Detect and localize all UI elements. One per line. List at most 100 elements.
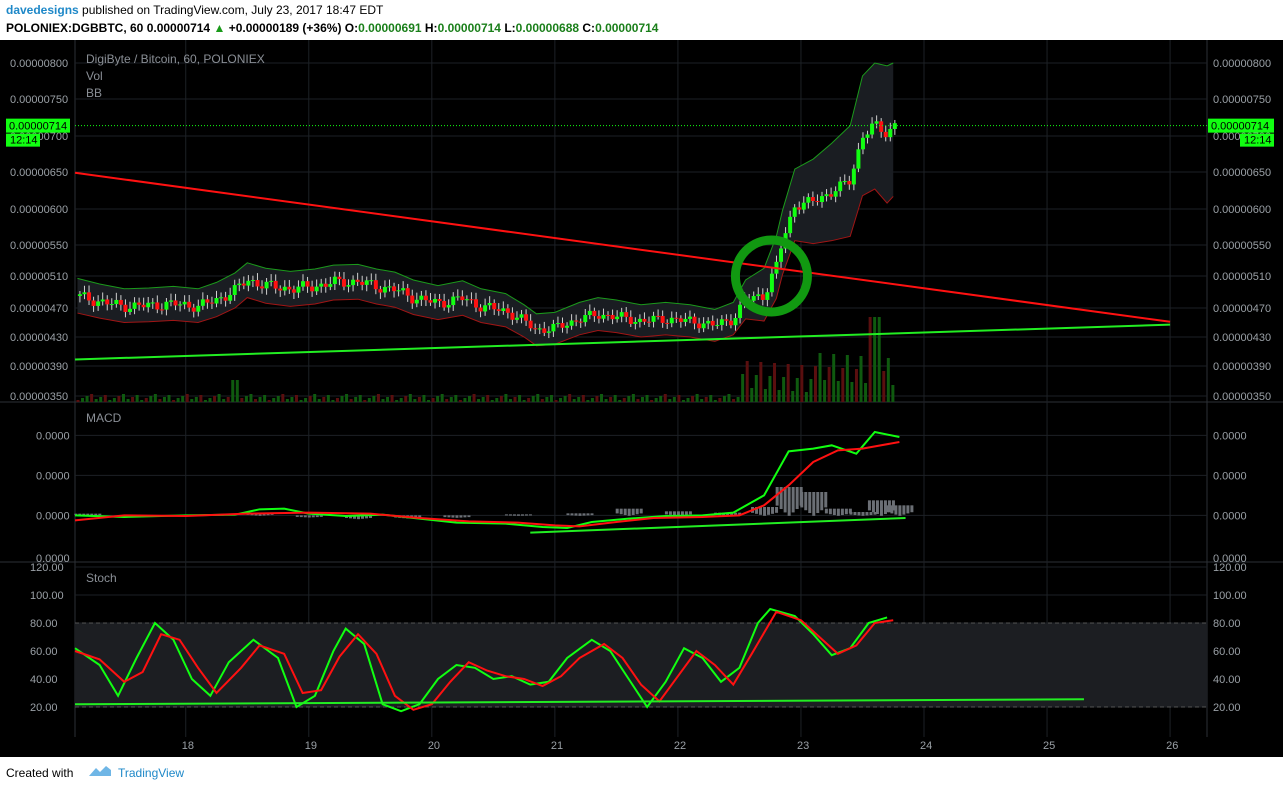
volume-bar [886, 358, 890, 402]
support-trendline [74, 323, 1171, 361]
close-value: 0.00000714 [595, 21, 659, 35]
price-tick-right: 0.00000600 [1213, 204, 1271, 216]
chart-footer: Created with TradingView [0, 757, 1283, 791]
volume-bar [631, 394, 635, 402]
candle-body [278, 288, 283, 291]
volume-bar [317, 399, 321, 402]
candle-body [469, 299, 474, 301]
macd-pane-title: MACD [86, 411, 122, 425]
macd-histogram-bar [775, 507, 779, 513]
volume-bar [294, 395, 298, 402]
volume-bar [732, 399, 736, 402]
candle-body [870, 123, 875, 135]
candle-body [205, 299, 210, 303]
macd-histogram-bar [848, 508, 852, 514]
bollinger-band-fill [77, 63, 894, 346]
macd-histogram-bar [898, 505, 902, 516]
price-tick-left: 0.00000390 [10, 361, 68, 373]
volume-bar [609, 397, 613, 402]
macd-histogram-bar [910, 505, 914, 513]
volume-bar [600, 394, 604, 402]
stoch-tick-right: 60.00 [1213, 646, 1241, 658]
price-chart[interactable]: 0.00000800 0.00000800 0.00000750 0.00000750… [0, 40, 1283, 757]
macd-histogram-bar [867, 500, 871, 511]
macd-histogram-bar [844, 508, 848, 515]
stoch-tick-right: 80.00 [1213, 618, 1241, 630]
volume-bar [399, 398, 403, 402]
volume-bar [258, 397, 262, 402]
volume-bar [372, 396, 376, 402]
volume-bar [103, 395, 107, 402]
tradingview-link[interactable]: TradingView [118, 766, 185, 780]
price-tick-left: 0.00000350 [10, 391, 68, 403]
candle-body [769, 273, 774, 293]
candle-body [624, 312, 629, 317]
volume-bar [640, 397, 644, 402]
candle-body [860, 137, 865, 150]
candle-body [442, 301, 447, 308]
macd-histogram-bar [590, 513, 594, 516]
candle-body [501, 308, 506, 312]
macd-histogram-bar [451, 515, 455, 518]
author-link[interactable]: davedesigns [6, 3, 79, 17]
macd-histogram-bar [349, 515, 352, 519]
volume-bar [581, 395, 585, 402]
candle-body [464, 299, 469, 301]
volume-bar [736, 397, 740, 402]
volume-bar [613, 395, 617, 402]
macd-histogram-bar [443, 515, 447, 518]
macd-histogram-bar [779, 487, 783, 510]
candle-body [710, 320, 715, 326]
macd-histogram-bar [684, 511, 688, 515]
candle-body [806, 197, 811, 203]
publish-line: davedesigns published on TradingView.com… [6, 3, 383, 17]
macd-tick-left: 0.0000 [36, 430, 70, 442]
candle-body [478, 307, 483, 312]
candle-body [300, 281, 305, 287]
volume-bar [536, 394, 540, 402]
price-tick-right: 0.00000510 [1213, 271, 1271, 283]
resistance-trendline [74, 171, 1171, 323]
volume-bar [700, 399, 704, 402]
macd-histogram-bar [791, 487, 795, 513]
candle-body [574, 320, 579, 322]
current-price-tag-right [1208, 118, 1274, 133]
candle-body [164, 301, 169, 310]
macd-histogram-bar [668, 511, 672, 515]
macd-histogram-bar [887, 500, 891, 513]
macd-histogram-bar [886, 505, 890, 513]
candle-body [838, 181, 843, 192]
volume-bar [782, 377, 786, 402]
candle-body [173, 300, 178, 306]
candle-body [373, 280, 378, 290]
macd-histogram-bar [755, 507, 759, 514]
volume-bar [281, 394, 285, 402]
macd-histogram-bar [871, 500, 875, 513]
price-tick-left: 0.00000510 [10, 271, 68, 283]
high-label: H: [424, 21, 438, 35]
candle-body [801, 202, 806, 210]
candle-body [105, 299, 110, 305]
candle-body [637, 318, 642, 322]
volume-bar [590, 398, 594, 402]
candle-body [738, 304, 743, 319]
volume-bar [486, 395, 490, 402]
candle-body [460, 296, 465, 301]
volume-bar [777, 390, 781, 402]
volume-bar [290, 397, 294, 402]
candle-body [510, 312, 515, 320]
macd-histogram-bar [353, 515, 356, 519]
macd-histogram-bar [319, 515, 323, 517]
countdown-tag-left [6, 133, 40, 147]
volume-bar [745, 361, 749, 402]
candle-body [596, 316, 601, 319]
close-label: C: [582, 21, 596, 35]
current-price-text-right: 0.00000714 [1211, 121, 1269, 133]
candle-body [587, 310, 592, 316]
tradingview-logo-icon [89, 766, 111, 776]
macd-histogram-bar [804, 492, 808, 511]
price-tick-left: 0.00000750 [10, 94, 68, 106]
candle-body [824, 194, 829, 197]
macd-histogram-bar [615, 508, 619, 514]
candle-body [323, 283, 328, 287]
